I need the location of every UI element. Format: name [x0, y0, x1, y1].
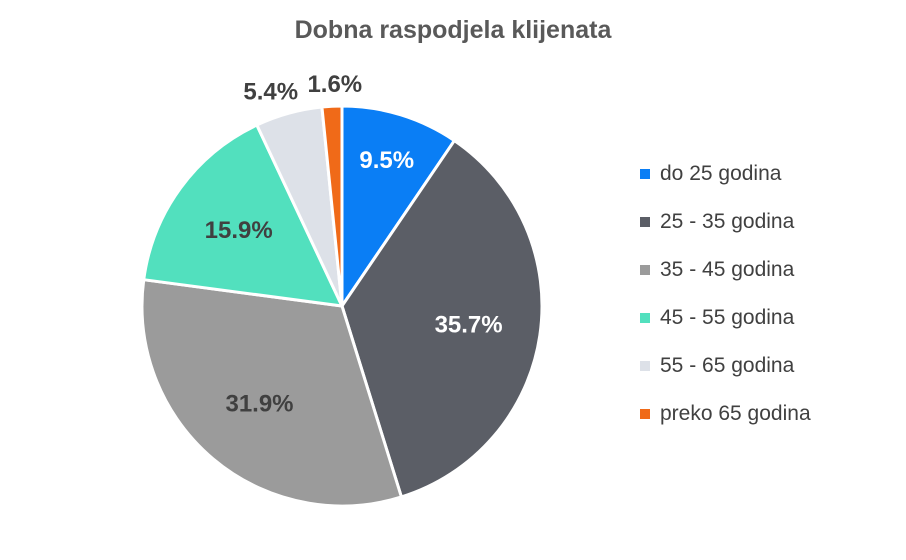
legend-swatch [640, 169, 650, 179]
data-label-55-65-godina: 5.4% [243, 79, 298, 106]
legend-swatch [640, 265, 650, 275]
legend-label: 25 - 35 godina [660, 210, 795, 233]
pie-slice-do-25-godina [340, 104, 456, 308]
data-label-35-45-godina: 31.9% [225, 390, 293, 417]
legend-label: do 25 godina [660, 162, 782, 185]
pie-slice-45-55-godina [142, 123, 344, 308]
data-label-do-25-godina: 9.5% [359, 147, 414, 174]
data-label-25-35-godina: 35.7% [435, 311, 503, 338]
legend-swatch [640, 217, 650, 227]
legend-item-35-45-godina: 35 - 45 godina [640, 246, 890, 294]
data-label-preko-65-godina: 1.6% [307, 71, 362, 98]
legend: do 25 godina 25 - 35 godina 35 - 45 godina… [640, 150, 890, 438]
legend-item-preko-65-godina: preko 65 godina [640, 390, 890, 438]
chart-title: Dobna raspodjela klijenata [294, 16, 612, 44]
legend-swatch [640, 361, 650, 371]
legend-label: 45 - 55 godina [660, 306, 795, 329]
legend-swatch [640, 313, 650, 323]
legend-item-do-25-godina: do 25 godina [640, 150, 890, 198]
legend-label: preko 65 godina [660, 402, 811, 425]
legend-label: 55 - 65 godina [660, 354, 795, 377]
data-label-45-55-godina: 15.9% [205, 217, 273, 244]
legend-item-45-55-godina: 45 - 55 godina [640, 294, 890, 342]
legend-item-55-65-godina: 55 - 65 godina [640, 342, 890, 390]
legend-swatch [640, 409, 650, 419]
legend-item-25-35-godina: 25 - 35 godina [640, 198, 890, 246]
legend-label: 35 - 45 godina [660, 258, 795, 281]
pie-slice-35-45-godina [140, 278, 403, 508]
pie-slice-25-35-godina [340, 139, 544, 499]
pie-slice-preko-65-godina [320, 104, 344, 308]
